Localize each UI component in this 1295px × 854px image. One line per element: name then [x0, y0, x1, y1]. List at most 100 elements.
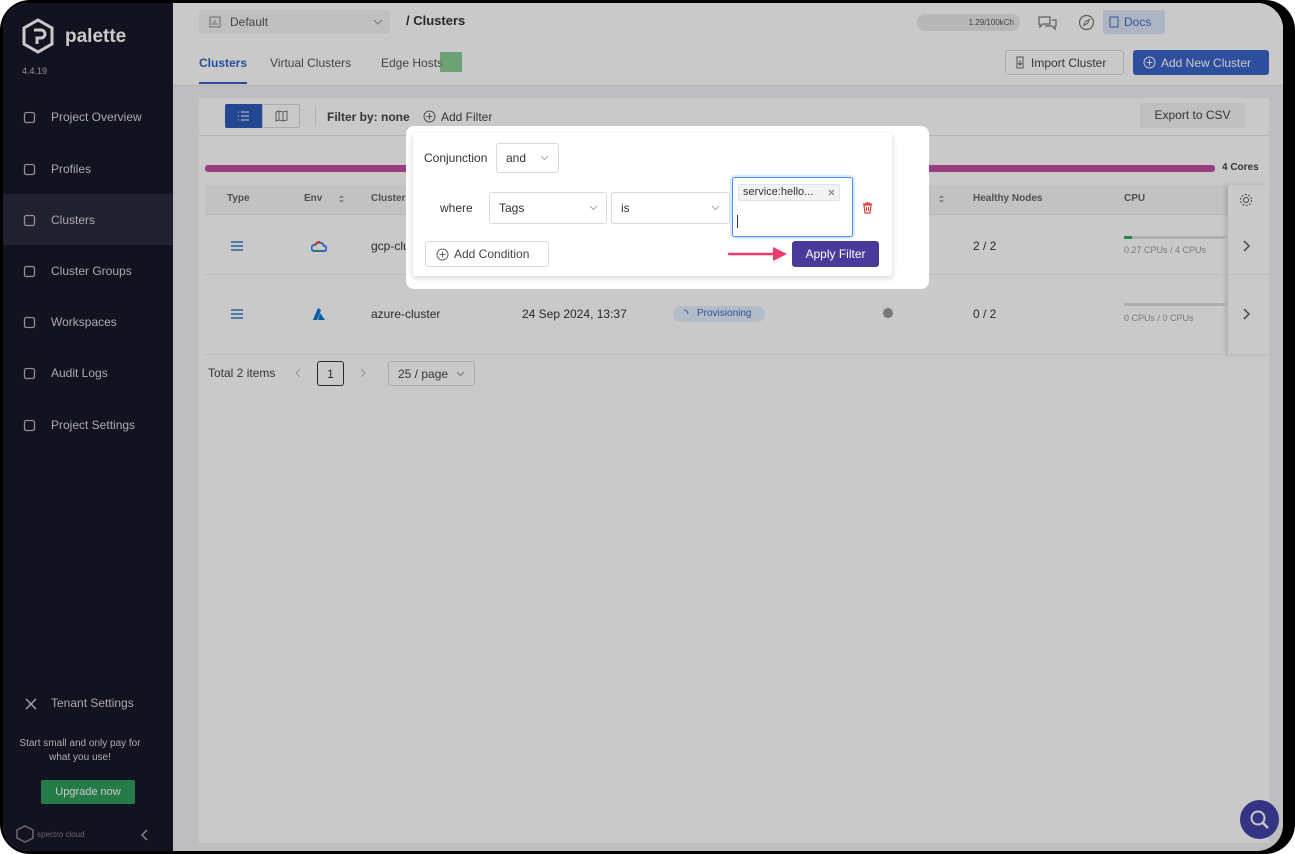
cpu-usage: 0 CPUs / 0 CPUs: [1124, 313, 1194, 323]
logo-icon: [22, 18, 54, 54]
total-items: Total 2 items: [208, 366, 276, 380]
tag-chip: [738, 184, 840, 201]
nav-icon: [23, 163, 36, 176]
azure-icon: [313, 308, 325, 320]
search-fab[interactable]: [1240, 800, 1279, 839]
nav-item[interactable]: Project Overview: [51, 110, 142, 124]
chevron-down: [589, 205, 598, 211]
apply-filter-button[interactable]: Apply Filter: [792, 241, 879, 267]
footer-logo: [16, 825, 34, 843]
project-select[interactable]: [199, 10, 390, 34]
row-chevron[interactable]: [1242, 308, 1250, 320]
sort-icon[interactable]: [338, 194, 345, 204]
list-icon: [238, 111, 249, 121]
breadcrumb: / Clusters: [406, 13, 466, 28]
cluster-name[interactable]: azure-cluster: [371, 307, 441, 321]
cpu-bar-fill: [1124, 236, 1132, 239]
project-name: Default: [230, 15, 269, 29]
plus-icon: [1143, 56, 1156, 69]
import-label: Import Cluster: [1031, 56, 1107, 70]
project-icon: [209, 16, 221, 28]
nav-item[interactable]: Clusters: [51, 213, 96, 227]
type-icon: [231, 241, 243, 251]
settings-icon[interactable]: [1239, 193, 1253, 207]
next-page[interactable]: [359, 368, 367, 378]
delete-condition[interactable]: [862, 202, 873, 214]
row-chevron[interactable]: [1242, 240, 1250, 252]
add-cluster-button[interactable]: [1133, 50, 1269, 75]
status-pill: [673, 306, 765, 322]
collapse-icon[interactable]: [140, 829, 150, 841]
search-icon: [1250, 810, 1269, 829]
add-filter[interactable]: Add Filter: [441, 110, 493, 124]
add-filter-icon: [423, 110, 436, 123]
chevron-down: [456, 371, 465, 377]
row-divider: [205, 354, 1269, 355]
add-condition-button[interactable]: [425, 241, 549, 267]
nav-item[interactable]: Audit Logs: [51, 366, 108, 380]
column-header: Type: [227, 193, 250, 204]
cores-label: 4 Cores: [1222, 162, 1259, 173]
pointer-arrow: [727, 247, 787, 261]
docs-icon: [1109, 16, 1119, 28]
page-number[interactable]: 1: [317, 361, 344, 386]
sort-icon[interactable]: [938, 194, 945, 204]
compass-icon[interactable]: [1078, 14, 1095, 31]
chevron-down: [373, 19, 383, 25]
gcp-icon: [311, 241, 327, 252]
nav-item[interactable]: Cluster Groups: [51, 264, 132, 278]
tab-active[interactable]: Clusters: [199, 56, 248, 70]
created-date: 24 Sep 2024, 13:37: [522, 307, 627, 321]
tab-underline: [199, 82, 247, 84]
cluster-name[interactable]: gcp-clu: [371, 239, 410, 253]
app: palette 4.4.19 Project Overview Profiles C…: [3, 3, 1283, 851]
divider: [315, 107, 316, 125]
promo: Start small and only pay for what you us…: [19, 738, 141, 763]
tag-remove[interactable]: [828, 189, 835, 196]
plus-icon: [436, 248, 449, 261]
chevron-down: [711, 205, 720, 211]
field-select[interactable]: Tags: [489, 192, 607, 224]
text-cursor: [737, 215, 738, 228]
tenant-settings[interactable]: Tenant Settings: [51, 696, 134, 710]
filter-status: Filter by: none: [327, 110, 410, 124]
tag-input[interactable]: [732, 177, 853, 237]
nav-icon: [23, 111, 36, 124]
healthy-nodes: 2 / 2: [973, 239, 997, 253]
tab[interactable]: Virtual Clusters: [270, 56, 352, 70]
nav-item[interactable]: Profiles: [51, 162, 92, 176]
conjunction-select[interactable]: and: [496, 143, 559, 173]
export-button[interactable]: Export to CSV: [1140, 103, 1245, 128]
add-cluster-label: Add New Cluster: [1161, 56, 1252, 70]
health-dot: [883, 308, 893, 318]
chat-icon[interactable]: [1037, 14, 1057, 31]
footer-brand: spectro cloud: [37, 830, 85, 839]
operator-select[interactable]: is: [611, 192, 730, 224]
badge-artifact: [440, 52, 462, 72]
cpu-usage: 0.27 CPUs / 4 CPUs: [1124, 245, 1207, 255]
nav-icon: [23, 316, 36, 329]
sticky-column: [1228, 185, 1269, 355]
nav-icon: [23, 214, 36, 227]
upgrade-button[interactable]: Upgrade now: [41, 780, 135, 804]
version: 4.4.19: [22, 66, 48, 76]
docs-button[interactable]: [1103, 10, 1165, 34]
conjunction-label: Conjunction: [424, 151, 488, 165]
prev-page[interactable]: [294, 368, 302, 378]
sidebar: palette 4.4.19 Project Overview Profiles C…: [3, 3, 173, 851]
usage-pill[interactable]: 1.29/100kCh: [917, 14, 1020, 31]
status-label: Provisioning: [697, 308, 752, 319]
spinner: [683, 309, 689, 315]
page-size-select[interactable]: 25 / page: [388, 361, 475, 386]
nav-item[interactable]: Workspaces: [51, 315, 117, 329]
active-nav-bg: [3, 194, 173, 245]
map-icon: [275, 110, 288, 122]
tab[interactable]: Edge Hosts: [381, 56, 444, 70]
map-view-button[interactable]: [262, 104, 300, 128]
import-button[interactable]: [1005, 50, 1124, 75]
where-label: where: [440, 201, 473, 215]
import-icon: [1016, 56, 1024, 69]
nav-item[interactable]: Project Settings: [51, 418, 136, 432]
